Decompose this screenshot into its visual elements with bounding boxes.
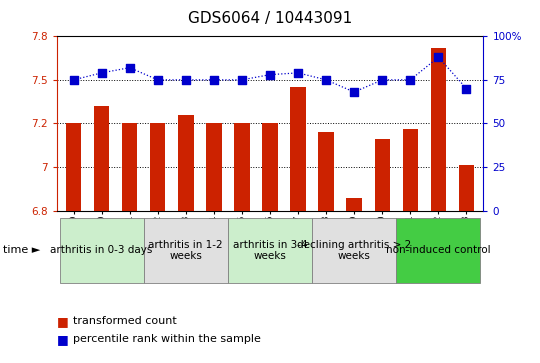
- Text: transformed count: transformed count: [73, 316, 177, 326]
- Point: [238, 77, 246, 83]
- Point: [210, 77, 218, 83]
- Text: ■: ■: [57, 315, 69, 328]
- Text: GDS6064 / 10443091: GDS6064 / 10443091: [188, 11, 352, 26]
- Bar: [262, 123, 278, 211]
- Point: [322, 77, 330, 83]
- Text: arthritis in 1-2
weeks: arthritis in 1-2 weeks: [148, 240, 223, 261]
- Bar: [375, 139, 390, 211]
- Text: ■: ■: [57, 333, 69, 346]
- Point: [153, 77, 162, 83]
- Point: [378, 77, 387, 83]
- Point: [434, 54, 443, 60]
- Point: [97, 70, 106, 76]
- Bar: [144, 218, 228, 283]
- Bar: [94, 106, 109, 211]
- Text: time ►: time ►: [3, 245, 40, 256]
- Point: [462, 86, 471, 91]
- Bar: [206, 123, 221, 211]
- Point: [69, 77, 78, 83]
- Text: non-induced control: non-induced control: [386, 245, 491, 256]
- Bar: [228, 218, 312, 283]
- Text: declining arthritis > 2
weeks: declining arthritis > 2 weeks: [297, 240, 411, 261]
- Point: [350, 89, 359, 95]
- Bar: [312, 218, 396, 283]
- Point: [294, 70, 302, 76]
- Point: [181, 77, 190, 83]
- Bar: [403, 129, 418, 211]
- Bar: [234, 123, 249, 211]
- Bar: [59, 218, 144, 283]
- Text: arthritis in 3-4
weeks: arthritis in 3-4 weeks: [233, 240, 307, 261]
- Text: percentile rank within the sample: percentile rank within the sample: [73, 334, 261, 344]
- Text: arthritis in 0-3 days: arthritis in 0-3 days: [50, 245, 153, 256]
- Bar: [150, 123, 165, 211]
- Bar: [291, 87, 306, 211]
- Point: [406, 77, 415, 83]
- Bar: [178, 115, 193, 211]
- Bar: [459, 165, 474, 211]
- Bar: [431, 49, 446, 211]
- Point: [266, 72, 274, 78]
- Bar: [347, 198, 362, 211]
- Point: [125, 65, 134, 70]
- Bar: [66, 123, 81, 211]
- Bar: [396, 218, 481, 283]
- Bar: [319, 132, 334, 211]
- Bar: [122, 123, 137, 211]
